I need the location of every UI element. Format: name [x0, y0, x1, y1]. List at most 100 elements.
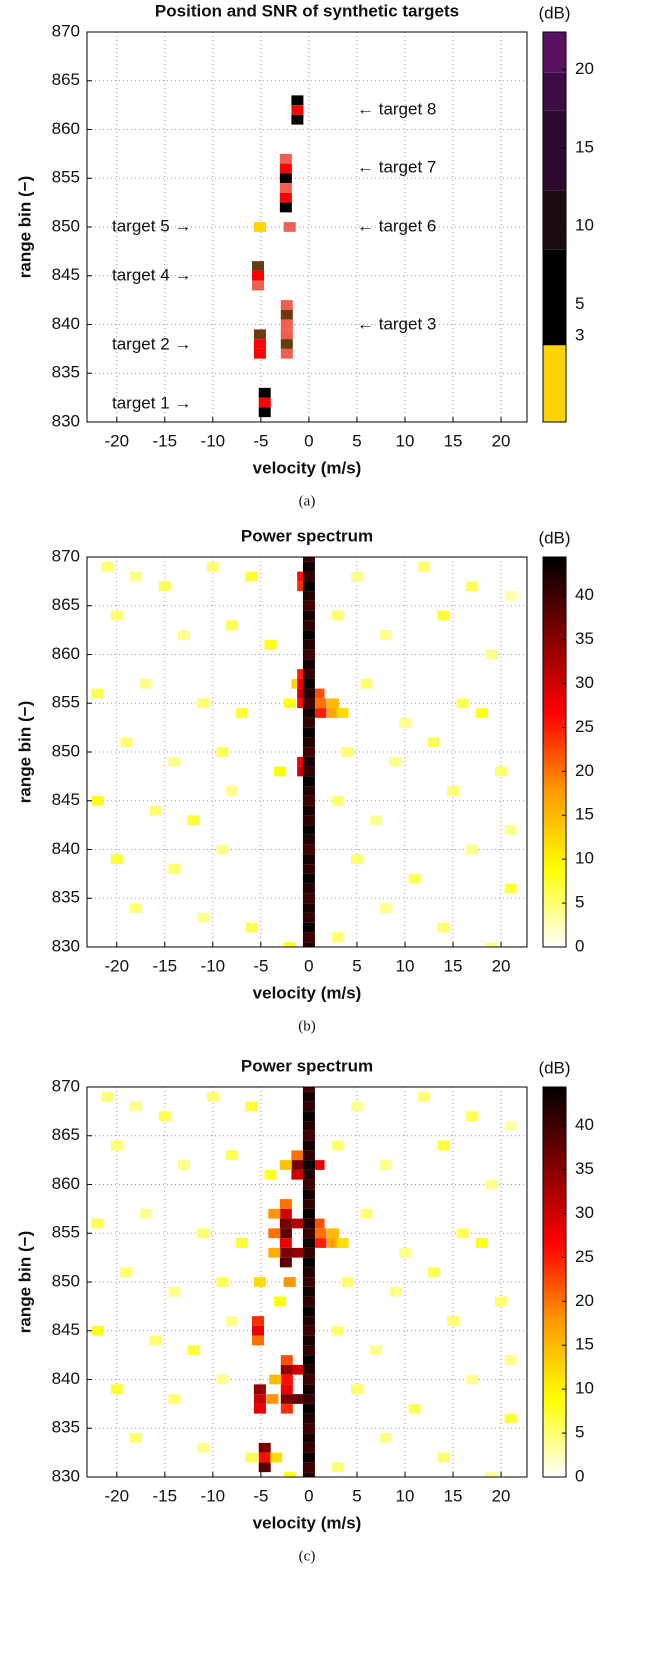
- heatmap-cell: [303, 1326, 315, 1336]
- y-tick-label: 855: [52, 168, 80, 187]
- heatmap-cell: [303, 572, 315, 582]
- annotation: target 4 →: [112, 265, 191, 284]
- y-tick-label: 830: [52, 411, 80, 430]
- heatmap-cell: [332, 611, 344, 621]
- heatmap-cell: [505, 1414, 517, 1424]
- heatmap-cell: [351, 572, 363, 582]
- heatmap-cell: [281, 329, 293, 339]
- heatmap-cell: [437, 1141, 449, 1151]
- heatmap-cell: [303, 1248, 315, 1258]
- heatmap-cell: [274, 1297, 286, 1307]
- heatmap-cell: [303, 679, 315, 689]
- heatmap-cell: [485, 1180, 497, 1190]
- heatmap-cell: [447, 786, 459, 796]
- heatmap-cell: [292, 1365, 304, 1375]
- heatmap-cell: [120, 1267, 132, 1277]
- heatmap-cell: [303, 689, 315, 699]
- heatmap-cell: [303, 718, 315, 728]
- heatmap-cell: [303, 698, 315, 708]
- heatmap-cell: [303, 1228, 315, 1238]
- heatmap-cell: [291, 105, 303, 115]
- heatmap-cell: [280, 193, 292, 203]
- colorbar-tick-label: 40: [575, 1115, 594, 1134]
- colorbar-tick-label: 5: [575, 893, 584, 912]
- heatmap-cell: [466, 581, 478, 591]
- annotation: ← target 8: [357, 99, 436, 118]
- heatmap-cell: [281, 349, 293, 359]
- heatmap-cell: [303, 845, 315, 855]
- x-tick-label: 0: [304, 1486, 313, 1505]
- y-tick-label: 870: [52, 21, 80, 40]
- heatmap-cell: [457, 698, 469, 708]
- heatmap-cell: [168, 1287, 180, 1297]
- heatmap-cell: [303, 874, 315, 884]
- heatmap-cell: [92, 796, 104, 806]
- heatmap-cell: [303, 864, 315, 874]
- heatmap-cell: [280, 1199, 292, 1209]
- heatmap-cell: [303, 1189, 315, 1199]
- heatmap-cell: [252, 281, 264, 291]
- colorbar-band: [543, 73, 566, 111]
- colorbar-tick-label: 30: [575, 673, 594, 692]
- x-tick-label: -10: [201, 1486, 226, 1505]
- heatmap-cell: [437, 1453, 449, 1463]
- colorbar-tick-label: 0: [575, 1466, 584, 1485]
- heatmap-cell: [399, 1248, 411, 1258]
- heatmap-cell: [284, 698, 296, 708]
- colorbar-tick-label: 15: [575, 137, 594, 156]
- heatmap-cell: [274, 767, 286, 777]
- heatmap-cell: [303, 1375, 315, 1385]
- x-tick-label: 15: [444, 956, 463, 975]
- heatmap-cell: [314, 708, 326, 718]
- heatmap-cell: [259, 1443, 271, 1453]
- caption: (c): [299, 1548, 316, 1564]
- heatmap-cell: [254, 1384, 266, 1394]
- colorbar-tick-label: 25: [575, 717, 594, 736]
- heatmap-cell: [303, 884, 315, 894]
- x-tick-label: 10: [396, 1486, 415, 1505]
- y-tick-label: 845: [52, 1320, 80, 1339]
- heatmap-cell: [437, 923, 449, 933]
- heatmap-cell: [280, 1238, 292, 1248]
- heatmap-cell: [399, 718, 411, 728]
- heatmap-cell: [303, 1160, 315, 1170]
- heatmap-cell: [207, 1092, 219, 1102]
- x-tick-label: 5: [352, 431, 361, 450]
- heatmap-cell: [303, 737, 315, 747]
- heatmap-cell: [269, 1375, 281, 1385]
- x-tick-label: 20: [492, 956, 511, 975]
- heatmap-cell: [111, 1384, 123, 1394]
- y-tick-label: 850: [52, 1271, 80, 1290]
- colorbar-tick-label: 5: [575, 294, 584, 313]
- heatmap-cell: [303, 630, 315, 640]
- heatmap-cell: [268, 1209, 280, 1219]
- colorbar-tick-label: 10: [575, 216, 594, 235]
- heatmap-cell: [92, 1219, 104, 1229]
- heatmap-cell: [303, 1336, 315, 1346]
- x-tick-label: -10: [201, 431, 226, 450]
- y-tick-label: 850: [52, 216, 80, 235]
- heatmap-cell: [280, 1160, 292, 1170]
- heatmap-cell: [389, 757, 401, 767]
- heatmap-cell: [130, 903, 142, 913]
- heatmap-cell: [303, 1180, 315, 1190]
- heatmap-cell: [197, 1228, 209, 1238]
- heatmap-cell: [447, 1316, 459, 1326]
- colorbar: [543, 557, 566, 947]
- heatmap-cell: [303, 659, 315, 669]
- heatmap-cell: [409, 874, 421, 884]
- annotation: target 1 →: [112, 393, 191, 412]
- colorbar-tick-label: 0: [575, 936, 584, 955]
- heatmap-cell: [303, 1365, 315, 1375]
- heatmap-cell: [120, 737, 132, 747]
- heatmap-cell: [281, 300, 293, 310]
- heatmap-cell: [303, 1121, 315, 1131]
- heatmap-cell: [303, 708, 315, 718]
- heatmap-cell: [303, 1170, 315, 1180]
- heatmap-cell: [280, 1248, 292, 1258]
- colorbar: [543, 1087, 566, 1477]
- heatmap-cell: [197, 1443, 209, 1453]
- heatmap-cell: [259, 1453, 271, 1463]
- heatmap-cell: [268, 1228, 280, 1238]
- heatmap-cell: [291, 1170, 303, 1180]
